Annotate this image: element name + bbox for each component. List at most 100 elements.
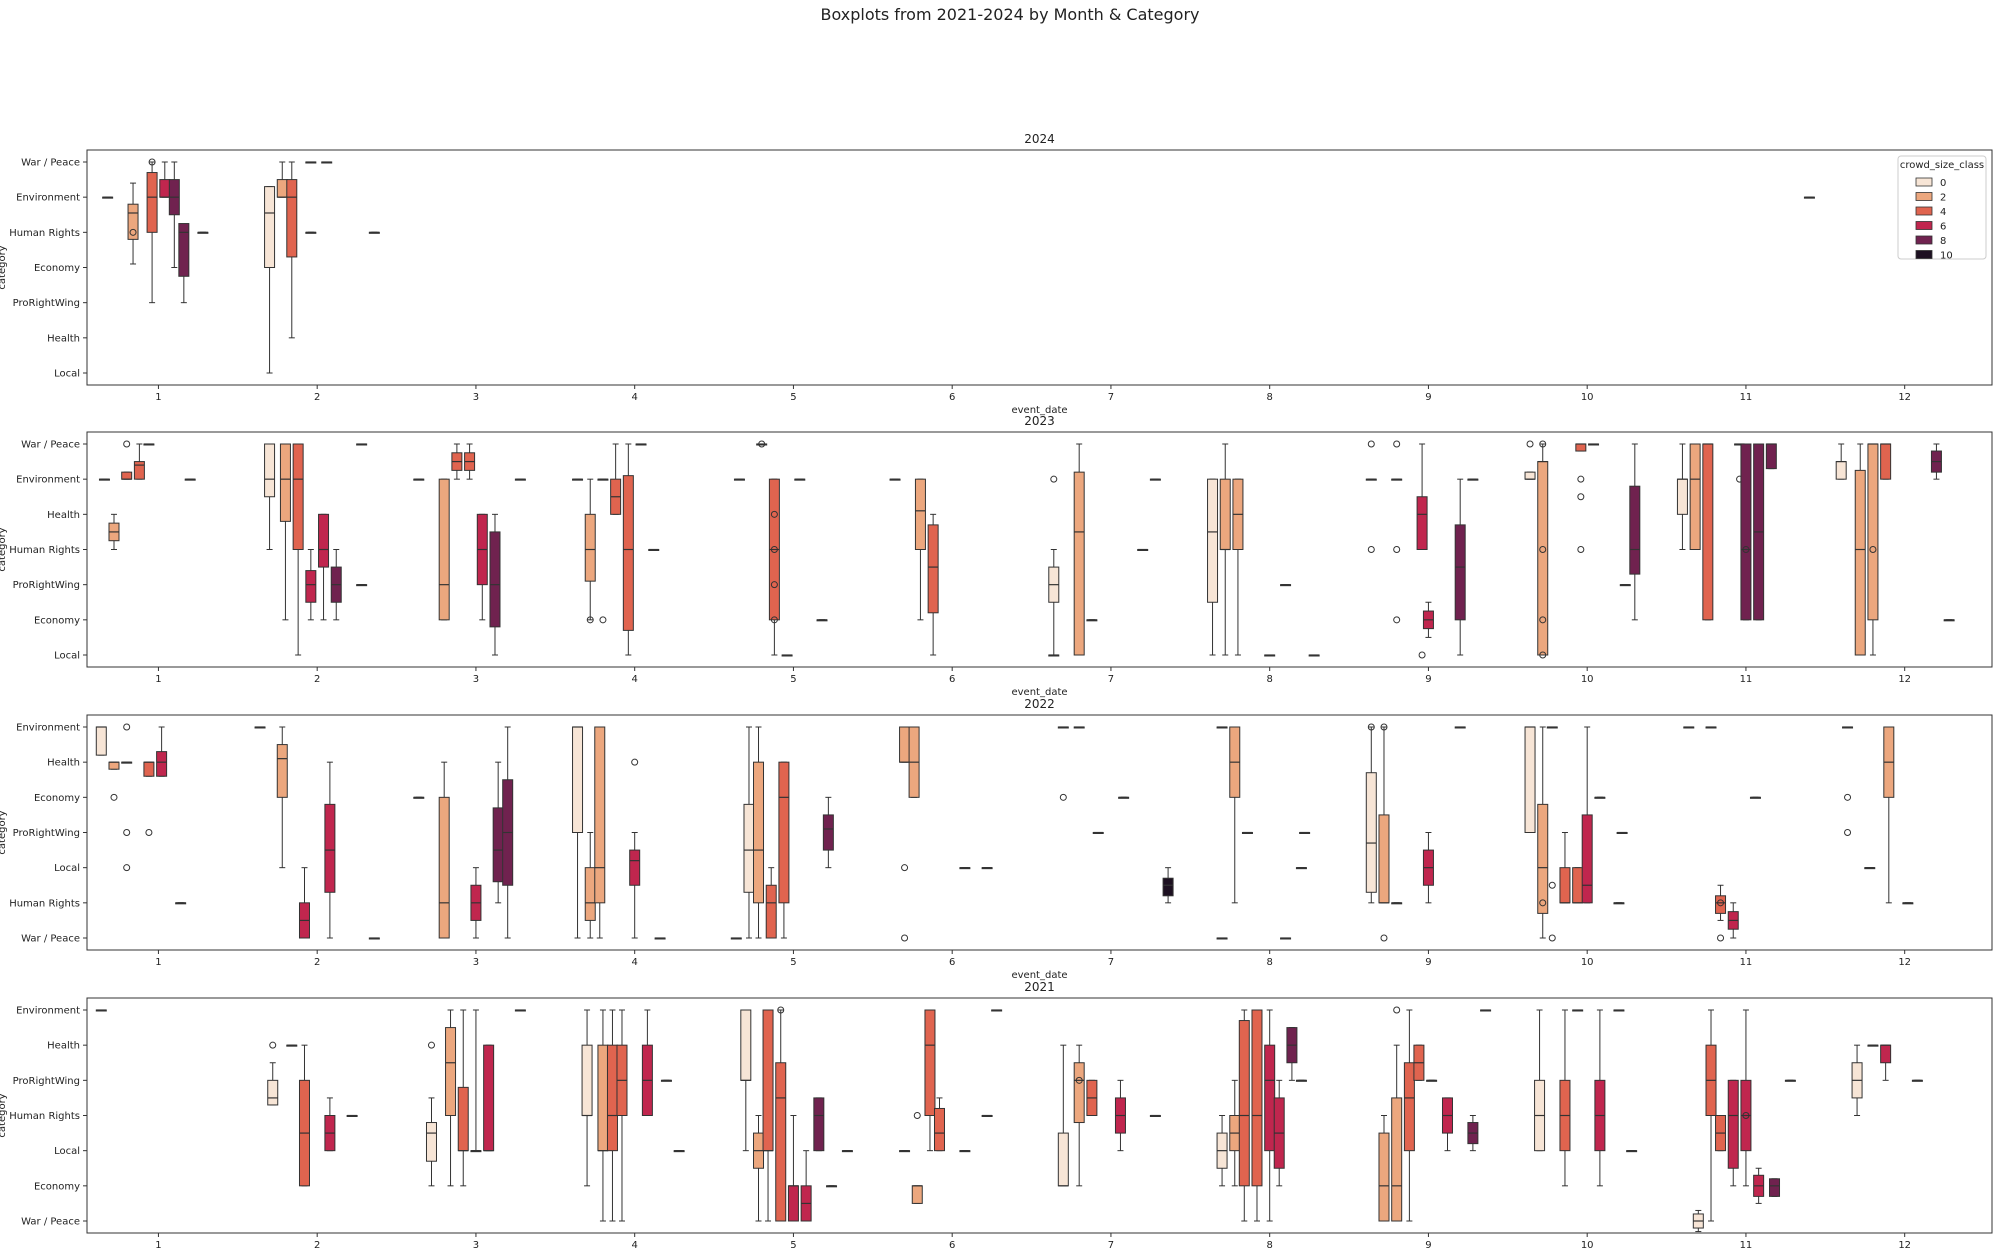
flier-point bbox=[269, 1041, 277, 1049]
y-tick-label: Human Rights bbox=[9, 545, 80, 556]
box-month-6 bbox=[959, 867, 971, 870]
flier-point bbox=[123, 723, 131, 731]
flier-point bbox=[1539, 546, 1547, 553]
y-axis-label: category bbox=[0, 245, 8, 289]
box-month-5 bbox=[794, 478, 806, 481]
x-tick-label: 1 bbox=[155, 1240, 161, 1251]
box-month-1 bbox=[143, 443, 155, 446]
box-month-1 bbox=[143, 761, 155, 836]
box-month-7 bbox=[1114, 1079, 1126, 1152]
box-month-10 bbox=[1629, 443, 1641, 621]
box bbox=[276, 744, 288, 798]
box-month-7 bbox=[1057, 1044, 1069, 1187]
box bbox=[927, 524, 939, 614]
box-month-3 bbox=[438, 761, 450, 939]
flier-point bbox=[770, 616, 778, 624]
box-month-1 bbox=[95, 1009, 107, 1012]
flier-point bbox=[1548, 881, 1556, 889]
box-month-3 bbox=[464, 443, 476, 480]
x-tick-label: 5 bbox=[790, 674, 796, 685]
y-tick-label: Health bbox=[47, 758, 80, 769]
box bbox=[1219, 478, 1231, 550]
box-month-4 bbox=[572, 478, 584, 481]
box bbox=[584, 867, 596, 921]
axes-frame bbox=[86, 714, 1993, 951]
box-month-6 bbox=[899, 1150, 911, 1153]
box-month-1 bbox=[133, 443, 145, 480]
box bbox=[1524, 471, 1536, 480]
box bbox=[264, 186, 276, 268]
box-month-11 bbox=[1784, 1079, 1796, 1082]
box bbox=[1073, 471, 1085, 656]
box-month-3 bbox=[492, 761, 504, 904]
box-month-5 bbox=[756, 440, 768, 448]
box-month-10 bbox=[1572, 1009, 1584, 1012]
box-month-10 bbox=[1559, 832, 1571, 904]
box-month-4 bbox=[654, 937, 666, 940]
box-month-10 bbox=[1616, 831, 1628, 834]
box-month-8 bbox=[1264, 1009, 1276, 1222]
legend-label: 0 bbox=[1940, 178, 1946, 189]
box bbox=[924, 1009, 936, 1116]
x-tick-label: 10 bbox=[1581, 957, 1594, 968]
box bbox=[127, 203, 139, 240]
flier-point bbox=[758, 440, 766, 448]
box-month-3 bbox=[425, 1041, 437, 1187]
box bbox=[324, 803, 336, 893]
box-month-7 bbox=[1092, 831, 1104, 834]
y-tick-label: Environment bbox=[16, 475, 80, 486]
box-month-11 bbox=[1676, 443, 1688, 550]
box-month-9 bbox=[1441, 1097, 1453, 1152]
box-month-5 bbox=[775, 1006, 787, 1222]
legend-label: 6 bbox=[1940, 222, 1946, 233]
x-tick-label: 12 bbox=[1898, 957, 1911, 968]
box bbox=[1073, 1062, 1085, 1124]
box bbox=[1162, 877, 1174, 897]
flier-point bbox=[770, 510, 778, 518]
box bbox=[121, 471, 133, 480]
box bbox=[1524, 726, 1536, 833]
y-tick-label: War / Peace bbox=[21, 1217, 80, 1228]
box-month-6 bbox=[927, 513, 939, 656]
flier-point bbox=[1367, 440, 1375, 448]
box-month-6 bbox=[981, 867, 993, 870]
box-month-10 bbox=[1613, 902, 1625, 905]
box-month-8 bbox=[1251, 1009, 1263, 1222]
flier-point bbox=[1367, 546, 1375, 553]
flier-point bbox=[110, 793, 118, 801]
box bbox=[133, 461, 145, 480]
legend-swatch bbox=[1915, 250, 1933, 259]
box-month-2 bbox=[324, 761, 336, 939]
box-month-9 bbox=[1391, 440, 1403, 624]
box-month-9 bbox=[1454, 478, 1466, 656]
box-month-2 bbox=[356, 584, 368, 587]
flier-point bbox=[1539, 651, 1547, 659]
box-month-3 bbox=[413, 478, 425, 481]
y-tick-label: Human Rights bbox=[9, 1111, 80, 1122]
box bbox=[1572, 867, 1584, 904]
box-month-6 bbox=[889, 478, 901, 481]
box-month-3 bbox=[457, 1009, 469, 1187]
legend-label: 4 bbox=[1940, 207, 1946, 218]
flier-point bbox=[1844, 793, 1852, 801]
box-month-9 bbox=[1378, 723, 1390, 942]
x-tick-label: 6 bbox=[949, 392, 955, 403]
box bbox=[606, 1044, 618, 1152]
box-month-10 bbox=[1537, 726, 1549, 939]
box-month-8 bbox=[1241, 831, 1253, 834]
flier-point bbox=[123, 864, 131, 872]
box-month-11 bbox=[1727, 1079, 1739, 1187]
box-month-5 bbox=[781, 654, 793, 657]
box bbox=[1689, 443, 1701, 550]
figure-title: Boxplots from 2021-2024 by Month & Categ… bbox=[820, 5, 1199, 24]
x-tick-label: 2 bbox=[314, 957, 320, 968]
box-month-11 bbox=[1689, 443, 1701, 550]
box bbox=[622, 475, 634, 631]
flier-point bbox=[1577, 493, 1585, 501]
box bbox=[1715, 895, 1727, 914]
x-axis-label: event_date bbox=[1011, 970, 1067, 981]
x-tick-label: 7 bbox=[1108, 1240, 1114, 1251]
box-month-5 bbox=[743, 726, 755, 939]
x-tick-label: 2 bbox=[314, 392, 320, 403]
x-tick-label: 12 bbox=[1898, 392, 1911, 403]
